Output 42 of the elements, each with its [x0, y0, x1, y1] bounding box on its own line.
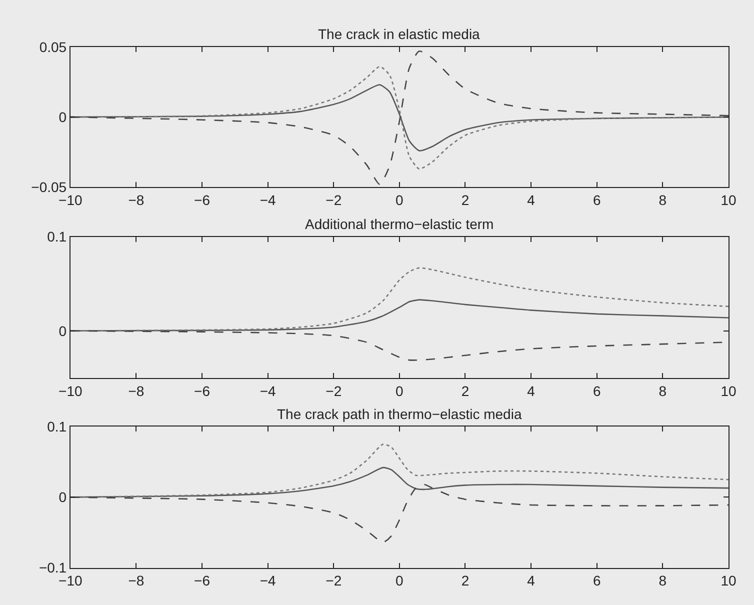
x-tick-label: 4 — [527, 382, 536, 399]
chart-title: Additional thermo−elastic term — [305, 216, 494, 232]
x-tick-label: 6 — [592, 192, 601, 208]
x-tick-label: −6 — [194, 382, 210, 399]
x-tick-label: −6 — [194, 192, 210, 208]
line-series — [70, 267, 728, 332]
x-tick-label: 8 — [658, 572, 667, 589]
y-tick-label: 0.05 — [39, 38, 67, 55]
x-tick-label: −2 — [326, 192, 342, 208]
y-tick-label: 0 — [58, 489, 67, 506]
chart-title: The crack in elastic media — [318, 26, 480, 42]
x-tick-label: −8 — [128, 192, 144, 208]
chart-title: The crack path in thermo−elastic media — [277, 406, 522, 422]
x-tick-label: −4 — [260, 382, 276, 399]
x-tick-label: −10 — [58, 382, 82, 399]
x-tick-label: 0 — [396, 572, 404, 589]
x-tick-label: −4 — [260, 192, 276, 208]
x-tick-label: 8 — [658, 382, 667, 399]
x-tick-label: 6 — [592, 382, 601, 399]
x-tick-label: −2 — [326, 382, 342, 399]
y-tick-label: 0.1 — [47, 418, 67, 435]
y-tick-label: 0 — [58, 108, 67, 125]
x-tick-label: −8 — [128, 382, 144, 399]
x-tick-label: 2 — [461, 382, 470, 399]
x-tick-label: 0 — [396, 382, 404, 399]
x-tick-label: −4 — [260, 572, 276, 589]
x-tick-label: 4 — [527, 192, 536, 208]
x-tick-label: 8 — [658, 192, 667, 208]
x-tick-label: 4 — [527, 572, 536, 589]
line-series — [70, 484, 728, 544]
x-tick-label: 6 — [592, 572, 601, 589]
x-tick-label: −8 — [128, 572, 144, 589]
y-tick-label: 0 — [58, 322, 67, 339]
x-tick-label: −6 — [194, 572, 210, 589]
x-tick-label: 2 — [461, 572, 470, 589]
x-tick-label: −2 — [326, 572, 342, 589]
y-tick-label: 0.1 — [47, 228, 67, 245]
x-tick-label: 10 — [720, 572, 736, 589]
x-tick-label: 10 — [720, 382, 736, 399]
x-tick-label: 10 — [720, 192, 736, 208]
x-tick-label: 0 — [396, 192, 404, 208]
x-tick-label: 2 — [461, 192, 470, 208]
